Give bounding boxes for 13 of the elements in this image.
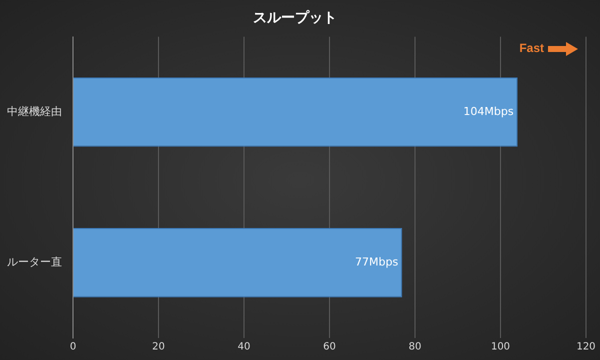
x-tick-label: 60 [323,342,336,353]
data-label: 77Mbps [354,256,398,269]
x-tick-label: 0 [70,342,76,353]
x-tick-label: 20 [152,342,165,353]
y-tick-label: ルーター直 [7,256,62,269]
x-tick-label: 80 [408,342,422,353]
y-tick-label: 中継機経由 [7,104,62,118]
chart-title: スループット [253,9,337,26]
data-label: 104Mbps [463,104,514,118]
x-tick-label: 40 [238,342,250,353]
annotation: Fast [519,41,544,56]
x-tick-label: 120 [576,342,596,353]
x-tick-label: 100 [490,342,510,353]
